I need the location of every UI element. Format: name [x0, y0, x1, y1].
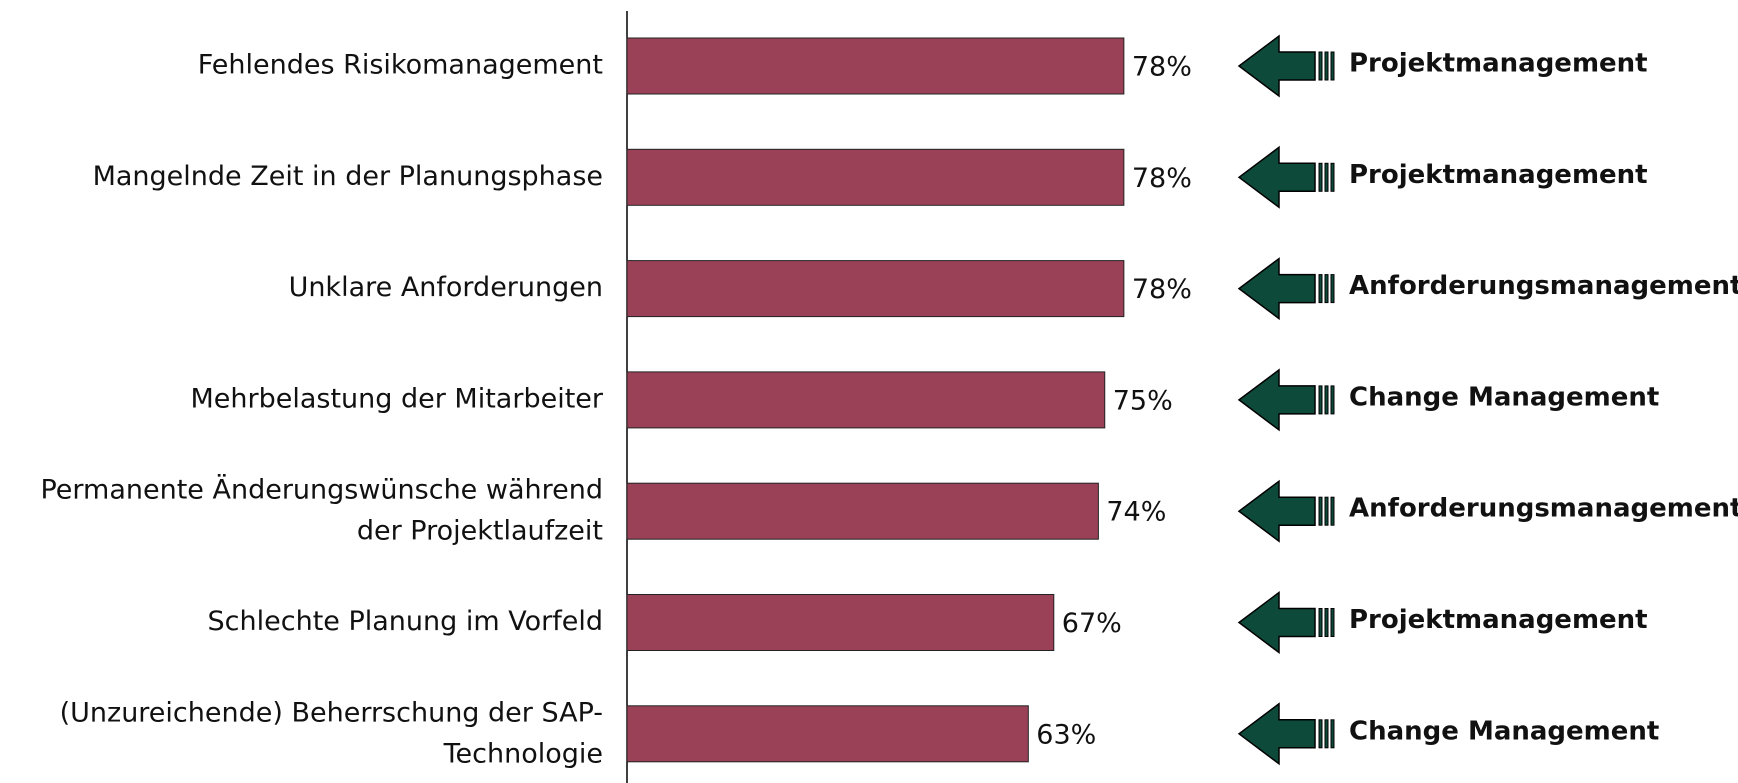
annotation: Anforderungsmanagement — [1349, 494, 1738, 524]
value-label: 78% — [1132, 163, 1192, 194]
arrow-stripe — [1330, 608, 1335, 637]
value-label: 75% — [1113, 385, 1173, 416]
arrow-stripe — [1324, 51, 1329, 81]
arrow — [1237, 145, 1316, 209]
arrow-stripe — [1330, 51, 1335, 81]
annotation: Change Management — [1349, 716, 1659, 746]
value-label: 63% — [1036, 719, 1096, 750]
category-label: Mehrbelastung der Mitarbeiter — [190, 383, 603, 414]
arrow-stripe — [1324, 608, 1329, 637]
bar — [626, 482, 1099, 540]
arrow-stripe — [1324, 385, 1329, 415]
arrow-stripe — [1330, 385, 1335, 415]
bar — [626, 148, 1125, 206]
category-label: (Unzureichende) Beherrschung der SAP-Tec… — [60, 697, 603, 769]
arrow-stripe — [1318, 719, 1323, 749]
arrow — [1237, 368, 1316, 432]
value-label: 74% — [1106, 497, 1166, 528]
bar — [626, 705, 1029, 763]
arrow-stripe — [1324, 162, 1329, 192]
category-label: Permanente Änderungswünsche während der P… — [40, 473, 603, 546]
arrow — [1237, 257, 1316, 321]
bar — [626, 371, 1106, 429]
arrow-stripe — [1318, 496, 1323, 526]
category-label: Mangelnde Zeit in der Planungsphase — [93, 161, 603, 192]
arrow-stripe — [1318, 162, 1323, 192]
arrow-stripe — [1318, 51, 1323, 81]
category-label: Unklare Anforderungen — [289, 272, 603, 303]
annotation: Projektmanagement — [1349, 160, 1648, 190]
arrow-stripe — [1324, 719, 1329, 749]
annotation: Anforderungsmanagement — [1349, 271, 1738, 301]
annotation: Projektmanagement — [1349, 605, 1648, 635]
value-label: 78% — [1132, 52, 1192, 83]
category-label: Schlechte Planung im Vorfeld — [208, 606, 603, 637]
category-label: Fehlendes Risikomanagement — [198, 50, 603, 81]
bar — [626, 260, 1125, 318]
arrow-stripe — [1318, 385, 1323, 415]
bar — [626, 37, 1125, 95]
arrow — [1237, 34, 1316, 98]
arrow-stripe — [1318, 608, 1323, 637]
arrow-stripe — [1324, 496, 1329, 526]
arrow — [1237, 702, 1316, 766]
bar — [626, 594, 1055, 651]
arrow-stripe — [1330, 274, 1335, 304]
arrow-stripe — [1330, 496, 1335, 526]
annotation: Projektmanagement — [1349, 49, 1648, 79]
value-label: 67% — [1062, 608, 1122, 639]
arrow — [1237, 591, 1316, 654]
annotation: Change Management — [1349, 382, 1659, 412]
arrow — [1237, 479, 1316, 543]
arrow-stripe — [1330, 719, 1335, 749]
arrow-stripe — [1330, 162, 1335, 192]
value-label: 78% — [1132, 274, 1192, 305]
arrow-stripe — [1318, 274, 1323, 304]
arrow-stripe — [1324, 274, 1329, 304]
